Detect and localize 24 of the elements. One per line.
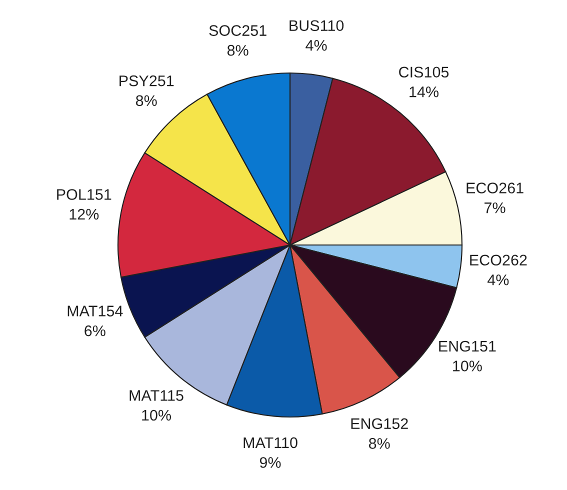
data-label: 4% — [306, 40, 327, 51]
data-label: 4% — [487, 274, 509, 286]
data-label: 8% — [136, 95, 157, 106]
slice-label: MAT115 — [130, 390, 184, 401]
data-label: 9% — [260, 457, 281, 468]
slice-label: POL151 — [57, 189, 112, 200]
slice-label: ECO261 — [466, 182, 524, 194]
slice-label: ENG152 — [351, 418, 408, 430]
data-label: 8% — [227, 44, 248, 56]
slice-label: MAT110 — [244, 437, 298, 448]
data-label: 10% — [453, 360, 482, 372]
data-label: 6% — [84, 325, 106, 336]
data-label: 10% — [142, 410, 171, 421]
slice-label: SOC251 — [209, 25, 266, 36]
data-label: 14% — [410, 86, 439, 98]
slice-label: MAT154 — [68, 306, 123, 316]
data-label: 7% — [484, 202, 506, 214]
slice-label: PSY251 — [120, 75, 174, 86]
slice-label: ENG151 — [439, 340, 496, 352]
data-label: 8% — [368, 438, 390, 449]
slice-label: ECO262 — [470, 254, 527, 266]
slice-label: CIS105 — [399, 66, 449, 78]
slice-label: BUS110 — [290, 20, 344, 32]
data-label: 12% — [70, 208, 99, 220]
